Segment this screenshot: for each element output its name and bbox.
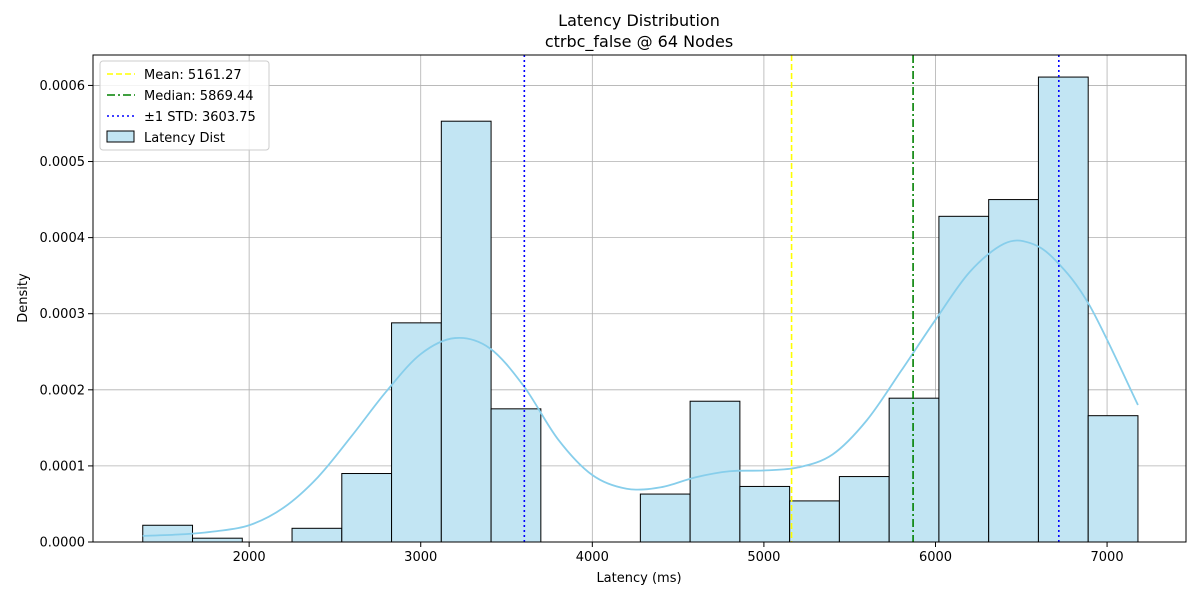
x-tick-label: 4000 (576, 550, 609, 565)
y-axis-label: Density (16, 273, 31, 323)
histogram-bar (391, 322, 442, 543)
y-tick-label: 0.0004 (40, 231, 86, 246)
legend-mean-label: Mean: 5161.27 (144, 68, 242, 83)
plot-frame (92, 54, 1187, 543)
y-tick-label: 0.0000 (40, 536, 86, 551)
legend-dist-label: Latency Dist (144, 131, 225, 146)
x-tick-label: 5000 (747, 550, 780, 565)
histogram-bar (291, 527, 343, 543)
legend-dist-swatch (106, 130, 135, 143)
histogram-bar (739, 485, 791, 543)
x-axis-ticks: 2000 3000 4000 5000 6000 7000 (233, 542, 1124, 565)
histogram-bar (838, 476, 890, 543)
histogram-bar (789, 500, 840, 543)
y-tick-label: 0.0002 (40, 383, 86, 398)
x-axis-label: Latency (ms) (596, 571, 681, 586)
x-tick-label: 6000 (919, 550, 952, 565)
chart-subtitle: ctrbc_false @ 64 Nodes (545, 32, 733, 52)
chart-title: Latency Distribution (558, 11, 720, 30)
y-axis-ticks: 0.0000 0.0001 0.0002 0.0003 0.0004 0.0005 0.00… (40, 79, 93, 551)
y-tick-label: 0.0005 (40, 155, 86, 170)
histogram-bars (142, 76, 1139, 543)
kde-layer (142, 239, 1139, 537)
histogram-bar (988, 199, 1039, 543)
legend-std-label: ±1 STD: 3603.75 (144, 110, 256, 125)
histogram-bar (639, 493, 691, 543)
histogram-bar (341, 473, 393, 543)
x-tick-label: 2000 (233, 550, 266, 565)
y-tick-label: 0.0003 (40, 307, 86, 322)
x-tick-label: 3000 (404, 550, 437, 565)
y-tick-label: 0.0001 (40, 459, 86, 474)
reference-lines (523, 55, 1060, 542)
histogram-bar (490, 408, 542, 543)
histogram-bar (1037, 76, 1089, 543)
histogram-bar (1087, 415, 1139, 543)
x-tick-label: 7000 (1091, 550, 1124, 565)
histogram-bar (888, 397, 940, 543)
legend-box (99, 60, 270, 151)
y-tick-label: 0.0006 (40, 79, 86, 94)
legend-median-label: Median: 5869.44 (144, 89, 254, 104)
legend: Mean: 5161.27 Median: 5869.44 ±1 STD: 36… (99, 60, 270, 151)
histogram-bar (192, 537, 243, 543)
histogram-bar (440, 120, 492, 543)
histogram-bar (938, 215, 990, 543)
kde-curve (142, 239, 1139, 537)
